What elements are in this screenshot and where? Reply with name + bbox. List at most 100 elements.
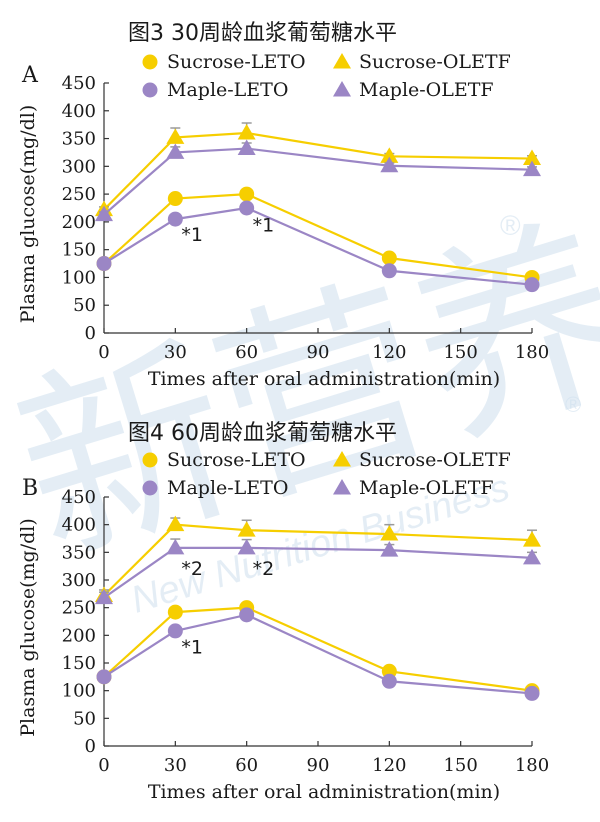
significance-annotation: *2 bbox=[181, 558, 203, 580]
y-tick-label: 300 bbox=[62, 156, 96, 177]
y-tick-label: 350 bbox=[62, 542, 96, 563]
x-tick-label: 0 bbox=[98, 755, 109, 776]
legend-marker bbox=[142, 452, 158, 468]
data-point bbox=[380, 156, 399, 173]
series-maple-leto bbox=[96, 607, 540, 701]
data-point bbox=[523, 149, 541, 166]
data-point bbox=[380, 525, 399, 541]
data-point bbox=[237, 124, 256, 140]
y-tick-label: 200 bbox=[62, 212, 96, 233]
chart-title: 图4 60周龄血浆葡萄糖水平 bbox=[128, 421, 397, 446]
y-tick-label: 150 bbox=[62, 240, 96, 261]
data-point bbox=[166, 128, 185, 144]
chart-title: 图3 30周龄血浆葡萄糖水平 bbox=[128, 21, 397, 46]
data-point bbox=[381, 673, 397, 689]
data-point bbox=[239, 200, 255, 216]
series-sucrose-oletf bbox=[95, 122, 541, 217]
y-tick-label: 50 bbox=[73, 708, 96, 729]
legend-label: Sucrose-LETO bbox=[167, 449, 306, 471]
y-tick-label: 50 bbox=[73, 295, 96, 316]
chart-panel-a: 图3 30周龄血浆葡萄糖水平 A Sucrose-LETO Sucrose-OLETF… bbox=[17, 21, 549, 390]
legend-label: Maple-LETO bbox=[167, 79, 288, 101]
y-tick-label: 400 bbox=[62, 515, 96, 536]
data-point bbox=[96, 256, 112, 272]
series-maple-oletf bbox=[95, 538, 541, 605]
x-tick-label: 30 bbox=[164, 342, 187, 363]
legend-label: Sucrose-OLETF bbox=[359, 449, 511, 471]
legend-marker bbox=[333, 81, 351, 97]
x-tick-label: 30 bbox=[164, 755, 187, 776]
data-point bbox=[167, 604, 183, 620]
watermark-reg-mark-b: ® bbox=[565, 392, 581, 417]
y-axis-label: Plasma glucose(mg/dl) bbox=[17, 518, 39, 737]
y-tick-label: 250 bbox=[62, 184, 96, 205]
legend-marker bbox=[333, 53, 351, 69]
data-point bbox=[523, 160, 541, 177]
data-point bbox=[380, 541, 399, 557]
significance-annotation: *1 bbox=[181, 224, 203, 246]
y-tick-label: 450 bbox=[62, 487, 96, 508]
data-point bbox=[381, 250, 397, 266]
data-point bbox=[95, 205, 113, 222]
significance-annotation: *1 bbox=[253, 215, 275, 237]
data-point bbox=[167, 623, 183, 639]
y-tick-label: 250 bbox=[62, 598, 96, 619]
data-point bbox=[524, 685, 540, 701]
legend-marker bbox=[142, 480, 158, 496]
x-tick-label: 90 bbox=[307, 755, 330, 776]
data-point bbox=[166, 538, 185, 555]
x-tick-label: 180 bbox=[515, 755, 549, 776]
legend-marker bbox=[333, 451, 351, 467]
data-point bbox=[237, 139, 256, 156]
x-tick-label: 180 bbox=[515, 342, 549, 363]
y-tick-label: 400 bbox=[62, 101, 96, 122]
chart-panel-b: 图4 60周龄血浆葡萄糖水平 B Sucrose-LETO Sucrose-OLETF… bbox=[17, 421, 549, 803]
x-tick-label: 60 bbox=[235, 755, 258, 776]
x-tick-label: 150 bbox=[443, 755, 477, 776]
y-tick-label: 300 bbox=[62, 570, 96, 591]
x-tick-label: 150 bbox=[443, 342, 477, 363]
y-tick-label: 450 bbox=[62, 73, 96, 94]
legend-marker bbox=[333, 479, 351, 495]
data-point bbox=[239, 186, 255, 202]
x-axis-label: Times after oral administration(min) bbox=[148, 368, 500, 390]
y-tick-label: 200 bbox=[62, 625, 96, 646]
data-point bbox=[523, 531, 541, 547]
data-point bbox=[523, 548, 541, 565]
watermark-reg-mark-a: ® bbox=[500, 210, 521, 241]
series-maple-oletf bbox=[95, 139, 541, 222]
legend-label: Sucrose-OLETF bbox=[359, 51, 511, 73]
data-point bbox=[166, 143, 185, 159]
chart-layer: 图3 30周龄血浆葡萄糖水平 A Sucrose-LETO Sucrose-OLETF… bbox=[17, 21, 549, 803]
legend-label: Maple-LETO bbox=[167, 477, 288, 499]
data-point bbox=[237, 538, 256, 555]
data-point bbox=[167, 191, 183, 207]
y-tick-label: 150 bbox=[62, 653, 96, 674]
x-tick-label: 90 bbox=[307, 342, 330, 363]
data-point bbox=[380, 147, 399, 163]
x-tick-label: 0 bbox=[98, 342, 109, 363]
legend-label: Maple-OLETF bbox=[359, 79, 494, 101]
y-tick-label: 0 bbox=[85, 736, 96, 757]
data-point bbox=[96, 669, 112, 685]
legend-marker bbox=[142, 54, 158, 70]
panel-letter: A bbox=[21, 63, 39, 88]
x-tick-label: 120 bbox=[372, 342, 406, 363]
significance-annotation: *1 bbox=[181, 636, 203, 658]
data-point bbox=[95, 588, 113, 605]
panel-letter: B bbox=[22, 476, 38, 501]
data-point bbox=[166, 515, 185, 532]
x-axis-label: Times after oral administration(min) bbox=[148, 781, 500, 803]
legend-marker bbox=[142, 82, 158, 98]
y-tick-label: 350 bbox=[62, 129, 96, 150]
legend-label: Maple-OLETF bbox=[359, 477, 494, 499]
x-tick-label: 60 bbox=[235, 342, 258, 363]
y-tick-label: 100 bbox=[62, 681, 96, 702]
x-tick-label: 120 bbox=[372, 755, 406, 776]
data-point bbox=[381, 263, 397, 279]
data-point bbox=[239, 607, 255, 623]
legend-label: Sucrose-LETO bbox=[167, 51, 306, 73]
y-tick-label: 0 bbox=[85, 323, 96, 344]
data-point bbox=[167, 211, 183, 227]
